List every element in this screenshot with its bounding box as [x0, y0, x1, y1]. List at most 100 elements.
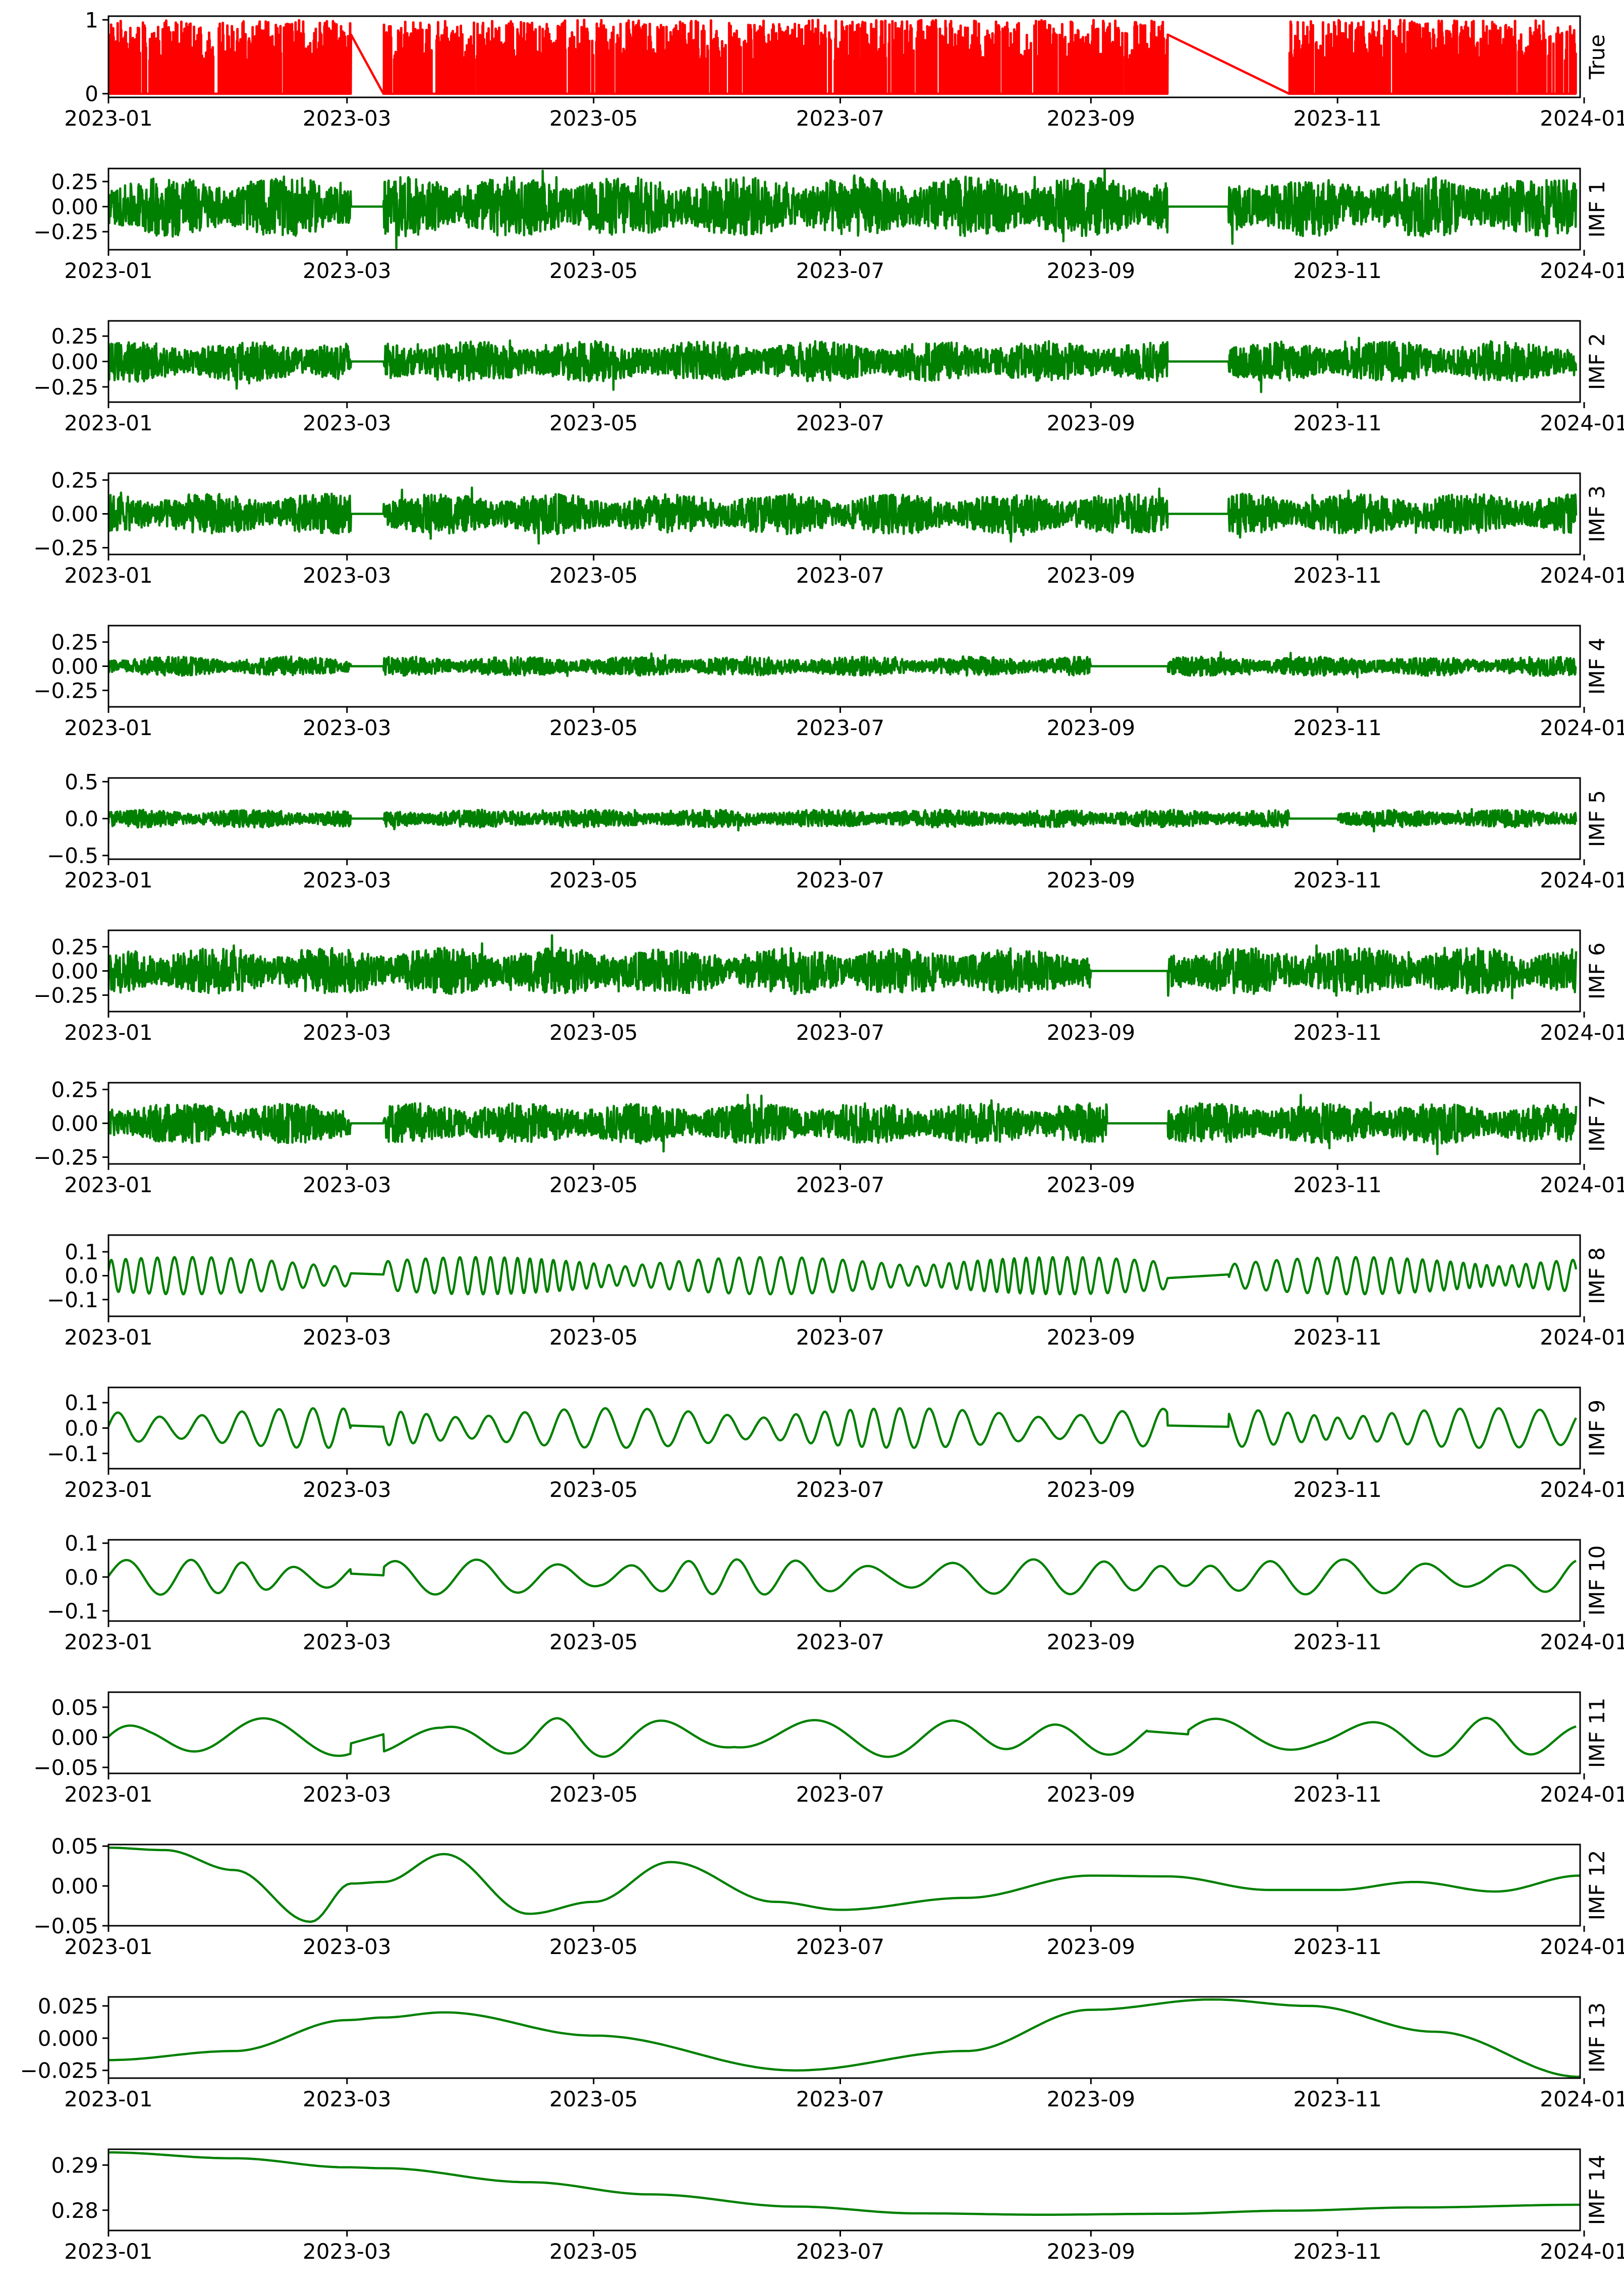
- x-tick-label: 2023-07: [796, 2239, 885, 2264]
- axes-frame: [107, 1691, 1581, 1774]
- y-tick-label: −0.25: [33, 1145, 98, 1170]
- y-tick-label: 0.000: [38, 2026, 98, 2051]
- series-line: [108, 169, 1578, 249]
- y-tick-label: −0.25: [33, 219, 98, 244]
- y-tick-label: 0.00: [51, 654, 98, 679]
- panel-label: IMF 6: [1585, 942, 1609, 999]
- x-tick-label: 2023-07: [796, 411, 885, 435]
- y-tick-label: 0.00: [51, 1725, 98, 1750]
- y-tick-label: 0.00: [51, 1111, 98, 1136]
- x-tick-label: 2023-05: [549, 1325, 638, 1350]
- x-tick-label: 2023-09: [1047, 2239, 1136, 2264]
- series-line: [108, 1093, 1578, 1155]
- x-tick-label: 2023-03: [303, 2087, 391, 2111]
- x-tick-label: 2023-03: [303, 563, 391, 588]
- subplot-imf-7: 0.25 0.00 −0.25 2023-01 2023-03 2023-05 2023-0…: [33, 1077, 1624, 1197]
- y-tick-label: −0.25: [33, 536, 98, 561]
- x-tick-label: 2024-01: [1540, 1173, 1624, 1197]
- x-tick-label: 2023-05: [549, 1477, 638, 1502]
- x-tick-label: 2023-05: [549, 258, 638, 283]
- panel-label: IMF 4: [1585, 638, 1609, 695]
- subplot-imf-8: 0.10.0−0.1 2023-01 2023-03 2023-05 2023-07 20…: [47, 1234, 1624, 1350]
- x-tick-label: 2023-05: [549, 715, 638, 740]
- x-tick-label: 2023-01: [64, 2087, 153, 2111]
- x-tick-label: 2023-01: [64, 1630, 153, 1654]
- y-tick-label: −0.05: [33, 1755, 98, 1780]
- subplot-stack: 0 1 2023-01 2023-03 2023-05 2023-07 2023-09 202…: [20, 8, 1624, 2264]
- x-tick-label: 2024-01: [1540, 1782, 1624, 1807]
- y-tick-label: 0.00: [51, 195, 98, 219]
- x-tick-label: 2023-07: [796, 2087, 885, 2111]
- x-tick-label: 2023-09: [1047, 1934, 1136, 1959]
- x-tick-label: 2024-01: [1540, 2087, 1624, 2111]
- axes-frame: [107, 15, 1581, 98]
- x-tick-label: 2023-03: [303, 715, 391, 740]
- series-line: [108, 1998, 1580, 2078]
- x-tick-label: 2023-09: [1047, 1020, 1136, 1045]
- x-tick-label: 2023-09: [1047, 258, 1136, 283]
- x-tick-label: 2023-09: [1047, 1325, 1136, 1350]
- x-tick-label: 2024-01: [1540, 715, 1624, 740]
- x-tick-label: 2024-01: [1540, 563, 1624, 588]
- x-tick-label: 2023-01: [64, 715, 153, 740]
- y-tick-label: 0.05: [51, 1834, 98, 1859]
- x-tick-label: 2023-11: [1293, 2087, 1382, 2111]
- x-tick-label: 2024-01: [1540, 258, 1624, 283]
- x-tick-label: 2023-01: [64, 1782, 153, 1807]
- y-tick-label: 0.25: [51, 630, 98, 655]
- x-tick-label: 2023-01: [64, 563, 153, 588]
- y-tick-label: −0.1: [47, 1441, 98, 1466]
- panel-label: IMF 12: [1585, 1850, 1609, 1921]
- y-tick-label: 0.1: [65, 1240, 98, 1264]
- series-line: [108, 2151, 1580, 2216]
- x-tick-label: 2023-03: [303, 106, 391, 131]
- y-tick-label: 0.5: [65, 769, 98, 794]
- x-tick-label: 2023-05: [549, 2087, 638, 2111]
- x-tick-label: 2023-11: [1293, 1782, 1382, 1807]
- x-tick-label: 2023-01: [64, 1934, 153, 1959]
- x-tick-label: 2023-03: [303, 411, 391, 435]
- x-tick-label: 2023-07: [796, 258, 885, 283]
- x-tick-label: 2024-01: [1540, 1934, 1624, 1959]
- panel-label: IMF 2: [1585, 333, 1609, 390]
- x-tick-label: 2023-09: [1047, 715, 1136, 740]
- x-tick-label: 2023-11: [1293, 868, 1382, 893]
- axes-frame: [107, 1539, 1581, 1622]
- x-tick-label: 2023-05: [549, 1782, 638, 1807]
- x-tick-label: 2023-01: [64, 2239, 153, 2264]
- axes-frame: [107, 2148, 1581, 2232]
- y-tick-label: 0.25: [51, 935, 98, 960]
- x-tick-label: 2023-07: [796, 563, 885, 588]
- x-tick-label: 2023-07: [796, 1782, 885, 1807]
- y-tick-label: 0.00: [51, 959, 98, 984]
- panel-label: IMF 1: [1585, 181, 1609, 238]
- x-tick-label: 2023-01: [64, 411, 153, 435]
- x-tick-label: 2023-07: [796, 1477, 885, 1502]
- x-tick-label: 2023-09: [1047, 2087, 1136, 2111]
- panel-label: IMF 13: [1585, 2002, 1609, 2073]
- panel-label: IMF 9: [1585, 1400, 1609, 1457]
- series-line: [108, 1716, 1577, 1758]
- x-tick-label: 2023-11: [1293, 1934, 1382, 1959]
- x-tick-label: 2023-11: [1293, 258, 1382, 283]
- subplot-imf-10: 0.1 0.0 −0.1 2023-01 2023-03 2023-05 2023-07 20…: [47, 1531, 1624, 1654]
- series-line: [108, 808, 1578, 833]
- x-tick-label: 2024-01: [1540, 2239, 1624, 2264]
- x-tick-label: 2023-03: [303, 1325, 391, 1350]
- x-tick-label: 2023-05: [549, 1020, 638, 1045]
- subplot-imf-13: 0.025 0.000 −0.025 2023-01 2023-03 2023-05 202…: [20, 1994, 1624, 2111]
- x-tick-label: 2023-11: [1293, 1325, 1382, 1350]
- x-tick-label: 2023-03: [303, 1630, 391, 1654]
- y-tick-label: −0.25: [33, 983, 98, 1008]
- panel-label: IMF 11: [1585, 1698, 1609, 1768]
- y-tick-label: −0.25: [33, 678, 98, 703]
- x-tick-label: 2023-11: [1293, 1173, 1382, 1197]
- x-tick-label: 2023-07: [796, 1934, 885, 1959]
- panel-label: IMF 3: [1585, 485, 1609, 542]
- series-line: [108, 1407, 1577, 1449]
- x-tick-label: 2023-01: [64, 1477, 153, 1502]
- x-tick-label: 2023-09: [1047, 1477, 1136, 1502]
- panel-label: IMF 10: [1585, 1545, 1609, 1616]
